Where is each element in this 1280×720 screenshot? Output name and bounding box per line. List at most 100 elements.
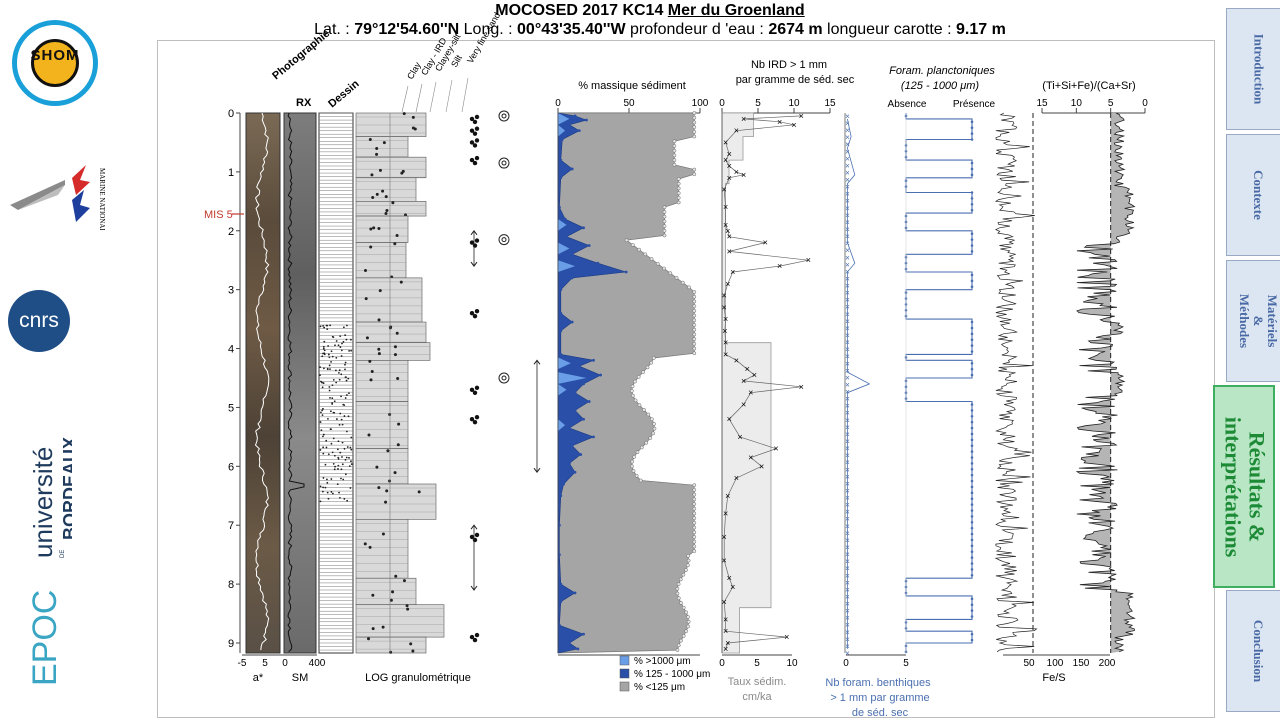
long-value: 00°43'35.40''W [517, 21, 626, 38]
log-dot [384, 500, 388, 504]
ird-symbol [472, 314, 478, 319]
fine-point [686, 624, 690, 629]
ird-point: × [759, 461, 764, 471]
benth-point: × [845, 154, 850, 163]
fine-point [630, 243, 635, 247]
benth-point: × [845, 324, 850, 333]
lamination-clast [338, 369, 341, 372]
lamination-clast [326, 491, 329, 494]
medium-point [570, 167, 574, 171]
range-arrow-head [470, 229, 478, 236]
ird-symbol [469, 128, 475, 133]
ird-point: × [723, 155, 728, 165]
benth-label-2: > 1 mm par gramme [830, 692, 929, 704]
benth-point: × [845, 359, 850, 368]
fine-point [692, 539, 697, 544]
ird-symbol [469, 634, 475, 640]
foram-point [970, 161, 974, 165]
benth-point: × [845, 352, 850, 361]
ird-point: × [734, 126, 739, 136]
medium-point [567, 123, 571, 127]
lamination-clast [331, 401, 334, 404]
lamination-clast [327, 453, 330, 456]
log-dot [377, 318, 381, 322]
depth-label: profondeur d 'eau : [630, 21, 764, 38]
fine-point [692, 129, 697, 134]
lamination-clast [323, 367, 325, 370]
range-arrow-head [470, 524, 478, 530]
fine-point [692, 483, 697, 488]
foram-point [970, 350, 974, 353]
ird-point: × [737, 432, 742, 442]
lamination-clast [328, 389, 331, 392]
benth-point: × [845, 380, 850, 389]
benth-point: × [845, 543, 850, 552]
log-dot [366, 637, 370, 641]
xrf-chart: 15 10 5 0 [994, 98, 1148, 653]
lamination-clast [327, 345, 330, 347]
tab-materiels-methodes[interactable]: Matériels & Méthodes [1226, 260, 1280, 382]
fine-point [675, 648, 680, 652]
coarse-fraction-area [558, 242, 570, 255]
ird-symbol [472, 420, 478, 425]
benth-point: × [845, 303, 850, 312]
foram-point [970, 326, 974, 330]
medium-point [579, 453, 583, 456]
lamination-clast [334, 344, 336, 347]
log-block [355, 604, 445, 638]
log-dot [375, 147, 379, 151]
log-dot [385, 489, 389, 493]
lamination-clast [344, 363, 346, 366]
fes-line [994, 112, 1038, 653]
lamination-clast [322, 347, 325, 350]
ird-symbol [474, 385, 480, 390]
benth-point: × [845, 564, 850, 573]
fine-point [692, 125, 697, 129]
ird-point: × [745, 364, 750, 374]
fine-point [633, 398, 638, 403]
log-dot [396, 377, 400, 381]
tab-conclusion[interactable]: Conclusion [1226, 590, 1280, 712]
lamination-clast [322, 382, 325, 384]
medium-point [587, 400, 591, 403]
benth-point: × [845, 183, 850, 192]
lamination-clast [347, 415, 350, 418]
lamination-clast [328, 386, 331, 388]
ird-symbol [472, 131, 478, 136]
tab-resultats[interactable]: Résultats & interprétations [1213, 385, 1275, 588]
tab-introduction[interactable]: Introduction [1226, 8, 1280, 130]
lamination-clast [328, 364, 331, 367]
lamination-clast [336, 448, 339, 451]
fine-point [692, 120, 697, 125]
medium-point [573, 408, 577, 412]
lamination-clast [329, 428, 332, 431]
log-dot [370, 173, 374, 177]
foram-point [970, 126, 974, 130]
bottom-tick-label: 10 [786, 658, 798, 669]
bottom-tick-label: 0 [843, 658, 849, 669]
fine-point [692, 341, 697, 346]
medium-point [559, 158, 563, 162]
ird-point: × [752, 370, 757, 380]
log-dot [406, 607, 410, 611]
ird-symbol [472, 390, 478, 395]
lamination-clast [329, 324, 332, 327]
lamination-clast [340, 355, 343, 357]
header-dessin: Dessin [326, 78, 362, 111]
benth-point: × [845, 168, 850, 177]
ird-point: × [773, 444, 778, 454]
lamination-clast [322, 452, 325, 455]
log-dot [402, 112, 406, 116]
ird-point: × [806, 255, 811, 265]
benth-point: × [845, 176, 850, 185]
mass-legend: % >1000 μm % 125 - 1000 μm % <125 μm [619, 655, 710, 693]
dessin-laminations [319, 112, 353, 651]
tab-contexte[interactable]: Contexte [1226, 134, 1280, 256]
bottom-tick-label: 5 [903, 658, 909, 669]
depth-tick-label: 8 [228, 579, 234, 591]
log-dot [411, 649, 415, 653]
lamination-clast [334, 369, 337, 372]
fine-point [676, 643, 681, 648]
ird-point: × [723, 220, 728, 230]
legend-swatch [619, 681, 630, 692]
